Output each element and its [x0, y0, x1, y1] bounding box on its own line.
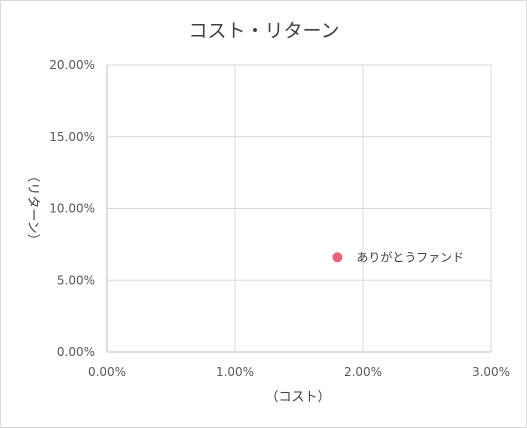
- y-tick-label: 5.00%: [57, 273, 95, 287]
- data-point: [332, 252, 343, 263]
- y-tick-label: 0.00%: [57, 345, 95, 359]
- y-tick-label: 10.00%: [49, 202, 95, 216]
- gridlines: [106, 64, 492, 353]
- y-axis-title: （リターン）: [25, 169, 40, 246]
- y-tick-label: 20.00%: [49, 58, 95, 72]
- data-points: ありがとうファンド: [332, 249, 464, 264]
- y-axis-ticks: 0.00% 5.00% 10.00% 15.00% 20.00%: [49, 58, 95, 359]
- x-tick-label: 3.00%: [472, 365, 510, 379]
- data-point-label: ありがとうファンド: [356, 249, 464, 264]
- x-tick-label: 2.00%: [344, 365, 382, 379]
- x-tick-label: 1.00%: [216, 365, 254, 379]
- x-axis-title: （コスト）: [265, 390, 330, 405]
- chart-title: コスト・リターン: [188, 20, 339, 42]
- y-tick-label: 15.00%: [49, 130, 95, 144]
- x-axis-ticks: 0.00% 1.00% 2.00% 3.00%: [88, 365, 510, 379]
- x-tick-label: 0.00%: [88, 365, 126, 379]
